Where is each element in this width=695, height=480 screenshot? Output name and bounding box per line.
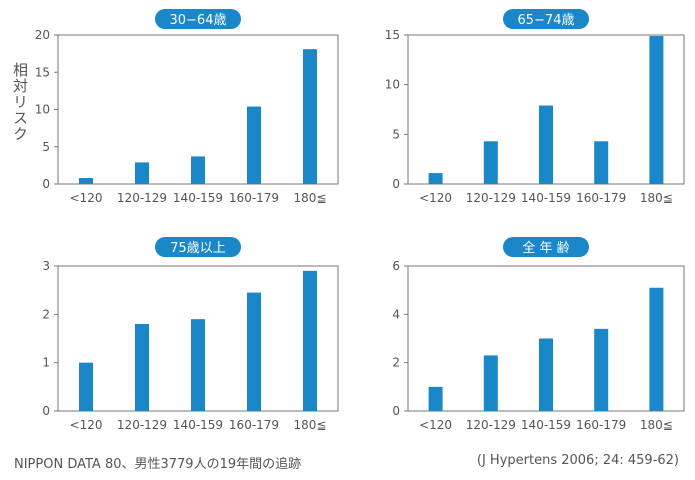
y-tick-label: 0 — [392, 404, 400, 418]
y-tick-label: 0 — [392, 177, 400, 191]
panel-title: 65−74歳 — [518, 13, 575, 28]
x-tick-label: 180≦ — [640, 418, 673, 432]
bar — [79, 362, 93, 411]
y-tick-label: 2 — [392, 356, 400, 370]
x-tick-label: 140-159 — [521, 418, 571, 432]
x-tick-label: 120-129 — [466, 191, 516, 205]
y-tick-label: 4 — [392, 307, 400, 321]
bar — [594, 141, 609, 184]
x-tick-label: 180≦ — [294, 191, 327, 205]
x-tick-label: 120-129 — [466, 418, 516, 432]
panel-title: 30−64歳 — [170, 13, 227, 28]
bar — [191, 156, 205, 184]
y-tick-label: 20 — [35, 28, 50, 42]
panel-title: 全 年 齢 — [522, 240, 569, 256]
x-tick-label: <120 — [70, 191, 103, 205]
y-tick-label: 2 — [42, 307, 50, 321]
bar — [247, 292, 261, 411]
bar — [303, 49, 317, 184]
panel-title-badge — [155, 237, 241, 257]
bar — [649, 287, 664, 411]
x-tick-label: 160-179 — [576, 191, 626, 205]
x-tick-label: 120-129 — [117, 191, 167, 205]
x-tick-label: 140-159 — [173, 191, 223, 205]
x-tick-label: 140-159 — [521, 191, 571, 205]
y-tick-label: 10 — [35, 103, 50, 117]
panel-title-badge — [155, 9, 241, 29]
panel-title-badge — [503, 237, 589, 257]
chart-panel-3: 0 1 2 3 <120 120-129 140-159 160-179 180≦ 75歳以上 — [42, 237, 339, 432]
x-tick-label: 160-179 — [576, 418, 626, 432]
bar — [649, 35, 664, 184]
bar — [483, 141, 498, 184]
y-tick-label: 3 — [42, 259, 50, 273]
x-tick-label: 180≦ — [640, 191, 673, 205]
bar — [135, 324, 149, 411]
panel-title: 75歳以上 — [170, 241, 226, 256]
bar — [247, 106, 261, 184]
x-tick-label: 160-179 — [229, 418, 279, 432]
bar — [191, 319, 205, 411]
y-tick-label: 5 — [42, 140, 50, 154]
bar — [79, 178, 93, 184]
chart-panel-1: 0 5 10 15 20 <120 120-129 140-159 160-179 180≦ 30−… — [35, 9, 339, 205]
chart-panel-2: 0 5 10 15 <120 120-129 140-159 160-179 180≦ 65−74… — [385, 9, 685, 205]
y-tick-label: 15 — [35, 65, 50, 79]
panel-title-badge — [503, 9, 589, 29]
bar — [483, 355, 498, 411]
bar — [303, 270, 317, 411]
footer-note: NIPPON DATA 80、男性3779人の19年間の追跡 — [14, 457, 302, 472]
y-tick-label: 0 — [42, 177, 50, 191]
y-tick-label: 15 — [385, 28, 400, 42]
x-tick-label: 180≦ — [294, 418, 327, 432]
x-tick-label: <120 — [419, 191, 452, 205]
bar — [594, 328, 609, 411]
y-tick-label: 10 — [385, 78, 400, 92]
bar — [539, 338, 553, 411]
y-tick-label: 1 — [42, 356, 50, 370]
y-tick-label: 0 — [42, 404, 50, 418]
x-tick-label: <120 — [419, 418, 452, 432]
x-tick-label: 120-129 — [117, 418, 167, 432]
x-tick-label: <120 — [70, 418, 103, 432]
bar — [135, 162, 149, 184]
bar — [428, 386, 443, 411]
chart-panel-4: 0 2 4 6 <120 120-129 140-159 160-179 180≦ 全 年 齢 — [392, 237, 685, 432]
footer-citation: (J Hypertens 2006; 24: 459-62) — [476, 453, 679, 468]
y-tick-label: 5 — [392, 127, 400, 141]
x-tick-label: 160-179 — [229, 191, 279, 205]
x-tick-label: 140-159 — [173, 418, 223, 432]
y-tick-label: 6 — [392, 259, 400, 273]
y-axis-label: 相対リスク — [11, 62, 29, 142]
bar — [428, 173, 443, 184]
bar — [539, 105, 553, 184]
